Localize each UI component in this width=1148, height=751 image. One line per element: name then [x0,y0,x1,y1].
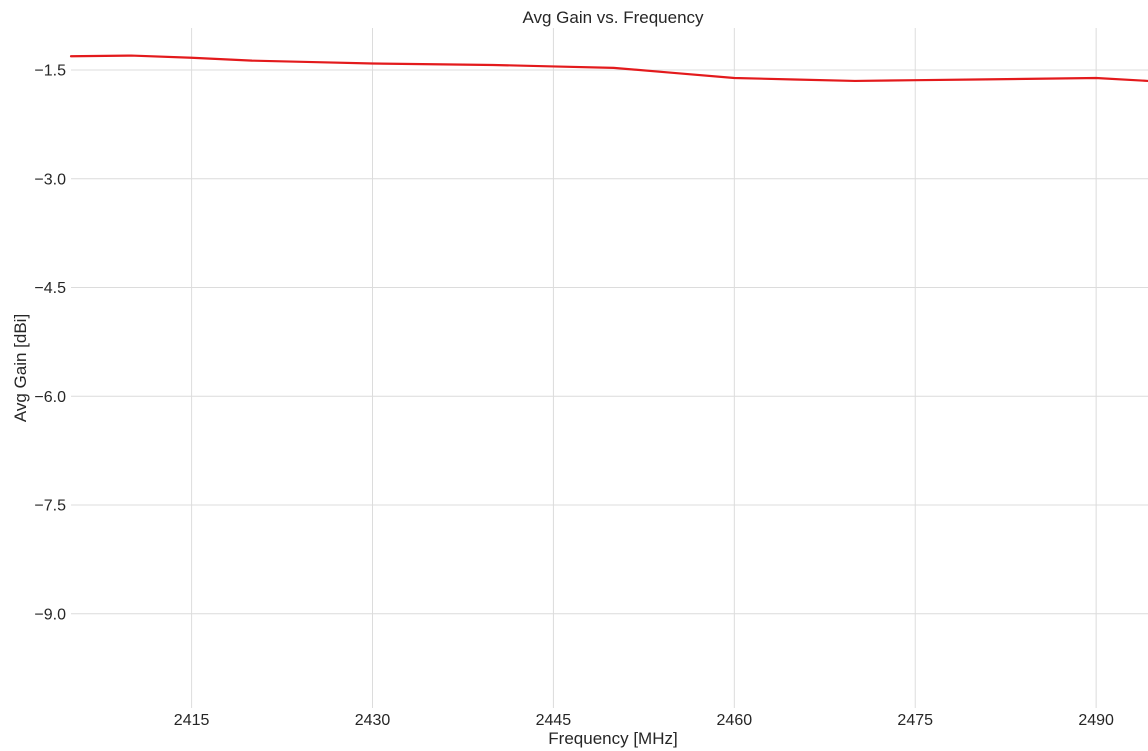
avg-gain-series-line [69,54,1148,83]
series-layer [69,54,1148,83]
y-tick-label: −1.5 [34,63,66,80]
x-tick-label: 2415 [174,712,210,729]
x-tick-label: 2445 [536,712,572,729]
x-tick-label: 2430 [355,712,391,729]
y-tick-label: −6.0 [34,389,66,406]
x-tick-label: 2460 [717,712,753,729]
x-axis-label: Frequency [MHz] [548,729,677,748]
plot-area [71,28,1148,708]
x-grid [191,28,1097,708]
x-tick-label: 2490 [1078,712,1114,729]
y-axis-label: Avg Gain [dBi] [11,314,30,422]
y-tick-labels: −1.5 −3.0 −4.5 −6.0 −7.5 −9.0 [34,63,66,624]
chart-title: Avg Gain vs. Frequency [522,8,704,27]
y-tick-label: −4.5 [34,280,66,297]
y-tick-label: −3.0 [34,171,66,188]
x-tick-label: 2475 [897,712,933,729]
y-tick-label: −7.5 [34,498,66,515]
y-tick-label: −9.0 [34,606,66,623]
x-tick-labels: 2415 2430 2445 2460 2475 2490 [174,712,1114,729]
y-grid [71,69,1148,615]
